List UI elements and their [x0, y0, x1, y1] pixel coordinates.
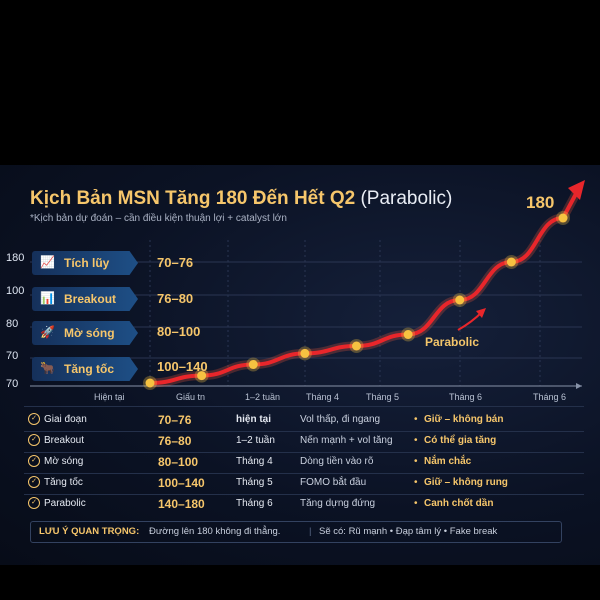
note-label: LƯU Ý QUAN TRỌNG:	[39, 526, 140, 537]
arrow-head	[568, 180, 585, 200]
stage-range: 100–140	[157, 359, 208, 374]
stage-button-tang-toc[interactable]: 🐂 Tăng tốc	[32, 357, 138, 381]
series-line	[148, 188, 580, 385]
stage-range: 70–76	[157, 255, 194, 270]
check-circle-icon: ✓	[28, 413, 40, 425]
x-tick-label: Tháng 6	[533, 392, 567, 402]
chart-title: Kịch Bản MSN Tăng 180 Đến Hết Q2 (Parabo…	[30, 188, 453, 209]
callout-arrow-head	[476, 308, 486, 318]
y-tick-label: 100	[6, 285, 25, 297]
x-tick-label: Tháng 6	[449, 392, 483, 402]
check-circle-icon: ✓	[28, 476, 40, 488]
table-row: ✓ Tăng tốc 100–140 Tháng 5 FOMO bắt đầu …	[26, 474, 586, 493]
stage-button-breakout[interactable]: 📊 Breakout	[32, 287, 138, 311]
check-circle-icon: ✓	[28, 455, 40, 467]
data-point	[248, 360, 258, 369]
bullet-icon: •	[414, 435, 418, 446]
bullet-icon: •	[414, 498, 418, 509]
note-text: Đường lên 180 không đi thẳng.	[149, 526, 281, 537]
table-row: ✓ Giai đoạn 70–76 hiện tại Vol thấp, đi …	[26, 411, 586, 430]
table-row: ✓ Mờ sóng 80–100 Tháng 4 Dòng tiền vào r…	[26, 453, 586, 472]
table-divider	[24, 431, 584, 432]
note-extra: Sẽ có: Rũ mạnh • Đạp tâm lý • Fake break	[319, 526, 498, 537]
x-tick-label: Giấu tn	[176, 392, 206, 402]
end-value-label: 180	[526, 193, 554, 212]
y-tick-label: 70	[6, 350, 19, 362]
table-divider	[24, 473, 584, 474]
chart-subtitle: *Kịch bản dự đoán – cần điều kiện thuận …	[30, 213, 287, 224]
table-divider	[24, 494, 584, 495]
series-line-glow	[149, 187, 582, 388]
stage-range: 76–80	[157, 291, 194, 306]
check-circle-icon: ✓	[28, 434, 40, 446]
data-point	[197, 371, 207, 381]
parabolic-label: Parabolic	[425, 335, 479, 349]
stage-button-tich-luy[interactable]: 📈 Tích lũy	[32, 251, 138, 275]
bullet-icon: •	[414, 414, 418, 425]
data-point	[300, 348, 310, 358]
table-divider	[24, 452, 584, 453]
check-circle-icon: ✓	[28, 497, 40, 509]
x-tick-label: 1–2 tuần	[245, 392, 281, 402]
note-divider: |	[309, 526, 312, 537]
x-axis-arrow	[576, 383, 582, 389]
bullet-icon: •	[414, 477, 418, 488]
bull-icon: 🐂	[40, 361, 55, 375]
y-tick-label: 70	[6, 378, 19, 390]
y-tick-label: 180	[6, 252, 25, 264]
table-row: ✓ Breakout 76–80 1–2 tuần Nến mạnh + vol…	[26, 432, 586, 451]
table-row: ✓ Parabolic 140–180 Tháng 6 Tăng dựng đứ…	[26, 495, 586, 514]
data-point	[558, 213, 568, 223]
rocket-icon: 🚀	[40, 325, 55, 339]
data-point	[352, 341, 361, 351]
x-tick-label: Hiện tại	[94, 392, 125, 402]
important-note: LƯU Ý QUAN TRỌNG: Đường lên 180 không đi…	[30, 521, 562, 543]
bullet-icon: •	[414, 456, 418, 467]
stage-button-mo-song[interactable]: 🚀 Mờ sóng	[32, 321, 138, 345]
data-point	[455, 295, 465, 305]
x-tick-label: Tháng 4	[306, 392, 340, 402]
data-point	[145, 378, 155, 388]
data-point	[403, 330, 413, 339]
y-tick-label: 80	[6, 318, 19, 330]
stage-range: 80–100	[157, 324, 201, 339]
data-point	[506, 257, 516, 267]
x-tick-label: Tháng 5	[366, 392, 400, 402]
chart-up-icon: 📈	[40, 255, 55, 269]
table-divider	[24, 406, 584, 407]
chart-breakout-icon: 📊	[40, 291, 55, 305]
